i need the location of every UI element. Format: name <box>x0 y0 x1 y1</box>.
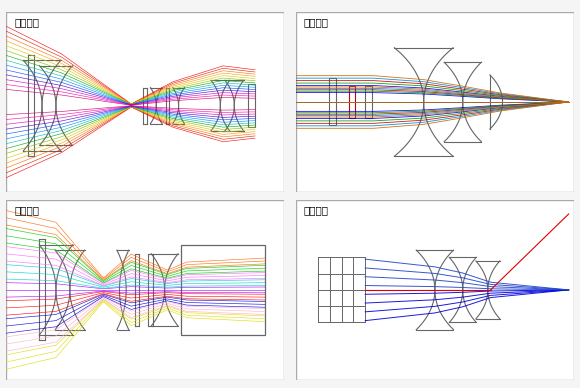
Text: 投影物镜: 投影物镜 <box>14 205 39 215</box>
Bar <box>248 84 255 127</box>
Text: 相机镜头: 相机镜头 <box>14 17 39 27</box>
Bar <box>182 245 265 335</box>
Bar <box>365 86 372 118</box>
Text: 显微物镜: 显微物镜 <box>304 17 329 27</box>
Text: 激光系统: 激光系统 <box>304 205 329 215</box>
Bar <box>349 86 356 118</box>
Bar <box>329 78 336 125</box>
